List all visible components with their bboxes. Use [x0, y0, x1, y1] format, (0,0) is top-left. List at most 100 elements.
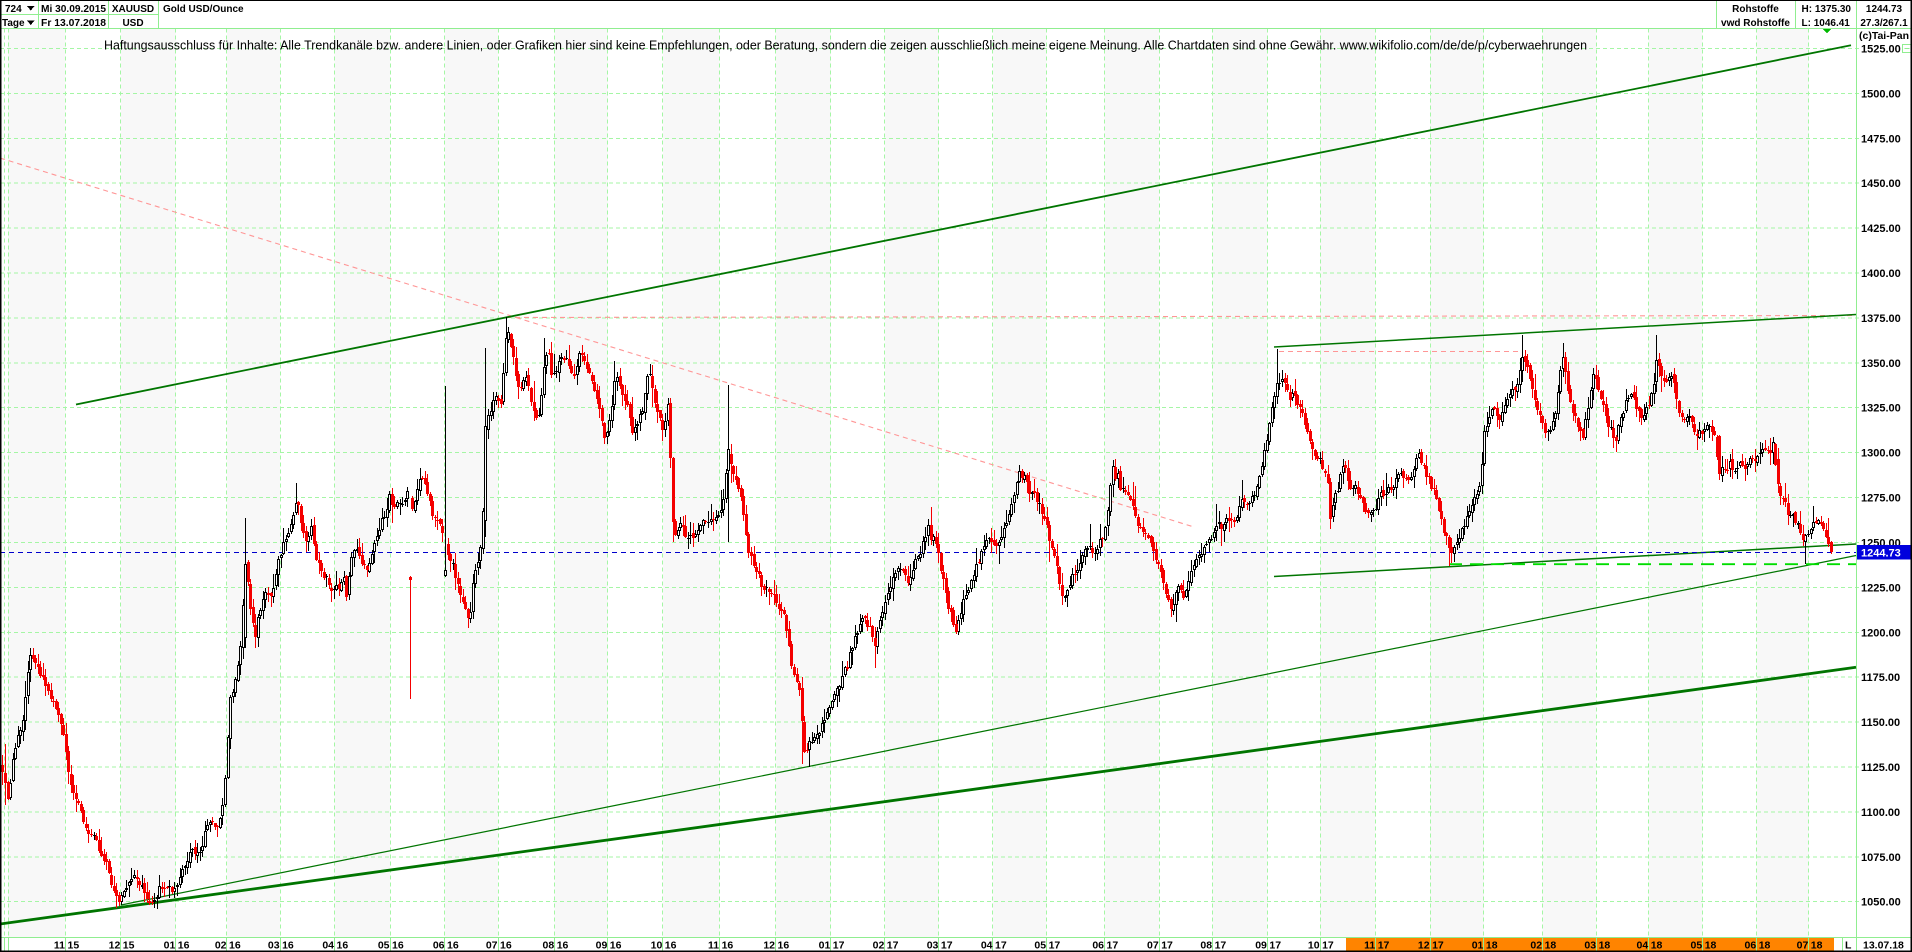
- svg-text:L: 1046.41: L: 1046.41: [1802, 18, 1851, 29]
- svg-text:1375.00: 1375.00: [1861, 313, 1901, 325]
- svg-text:01: 01: [164, 940, 176, 952]
- svg-text:(c)Tai-Pan: (c)Tai-Pan: [1859, 30, 1909, 42]
- svg-text:09: 09: [596, 940, 608, 952]
- svg-text:17: 17: [1215, 940, 1227, 952]
- svg-text:06: 06: [1092, 940, 1104, 952]
- svg-text:USD: USD: [122, 18, 143, 29]
- svg-text:03: 03: [268, 940, 280, 952]
- svg-text:01: 01: [819, 940, 831, 952]
- svg-text:04: 04: [322, 940, 334, 952]
- svg-text:1050.00: 1050.00: [1861, 897, 1901, 909]
- svg-text:06: 06: [433, 940, 445, 952]
- svg-text:05: 05: [378, 940, 390, 952]
- svg-text:16: 16: [610, 940, 622, 952]
- svg-text:Mi 30.09.2015: Mi 30.09.2015: [41, 4, 106, 15]
- svg-text:18: 18: [1651, 940, 1663, 952]
- svg-text:11: 11: [1364, 940, 1375, 952]
- svg-text:Fr 13.07.2018: Fr 13.07.2018: [41, 18, 106, 29]
- svg-text:12: 12: [763, 940, 775, 952]
- svg-text:06: 06: [1745, 940, 1757, 952]
- svg-text:Haftungsausschluss für Inhalte: Haftungsausschluss für Inhalte: Alle Tre…: [104, 38, 1587, 53]
- svg-text:1244.73: 1244.73: [1866, 4, 1903, 15]
- svg-text:18: 18: [1545, 940, 1557, 952]
- svg-text:08: 08: [543, 940, 555, 952]
- svg-text:10: 10: [651, 940, 663, 952]
- svg-text:17: 17: [1322, 940, 1334, 952]
- svg-text:16: 16: [447, 940, 459, 952]
- svg-text:02: 02: [215, 940, 227, 952]
- svg-text:17: 17: [1432, 940, 1444, 952]
- svg-text:16: 16: [337, 940, 349, 952]
- svg-text:01: 01: [1472, 940, 1484, 952]
- svg-text:05: 05: [1691, 940, 1703, 952]
- svg-text:H: 1375.30: H: 1375.30: [1802, 4, 1852, 15]
- svg-text:1244.73: 1244.73: [1861, 548, 1901, 560]
- svg-text:Rohstoffe: Rohstoffe: [1732, 4, 1779, 15]
- svg-text:16: 16: [178, 940, 190, 952]
- svg-text:1400.00: 1400.00: [1861, 268, 1901, 280]
- svg-text:17: 17: [1269, 940, 1281, 952]
- svg-text:02: 02: [1530, 940, 1542, 952]
- svg-text:09: 09: [1255, 940, 1267, 952]
- svg-text:18: 18: [1759, 940, 1771, 952]
- svg-text:1325.00: 1325.00: [1861, 403, 1901, 415]
- svg-text:16: 16: [500, 940, 512, 952]
- svg-text:17: 17: [1161, 940, 1173, 952]
- svg-text:1300.00: 1300.00: [1861, 448, 1901, 460]
- svg-text:1500.00: 1500.00: [1861, 88, 1901, 100]
- svg-text:03: 03: [927, 940, 939, 952]
- svg-text:Gold USD/Ounce: Gold USD/Ounce: [163, 4, 244, 15]
- svg-text:Tage: Tage: [2, 18, 25, 29]
- svg-text:XAUUSD: XAUUSD: [112, 4, 154, 15]
- svg-text:1275.00: 1275.00: [1861, 493, 1901, 505]
- svg-text:1100.00: 1100.00: [1861, 807, 1900, 819]
- svg-text:16: 16: [778, 940, 790, 952]
- svg-text:17: 17: [941, 940, 953, 952]
- svg-text:16: 16: [722, 940, 734, 952]
- svg-text:16: 16: [229, 940, 241, 952]
- svg-text:18: 18: [1811, 940, 1823, 952]
- svg-text:17: 17: [1378, 940, 1390, 952]
- svg-text:1125.00: 1125.00: [1861, 762, 1900, 774]
- svg-text:17: 17: [995, 940, 1007, 952]
- svg-text:18: 18: [1486, 940, 1498, 952]
- svg-text:16: 16: [557, 940, 569, 952]
- svg-text:02: 02: [873, 940, 885, 952]
- svg-text:17: 17: [1107, 940, 1119, 952]
- svg-text:05: 05: [1034, 940, 1046, 952]
- svg-text:04: 04: [981, 940, 993, 952]
- svg-text:18: 18: [1599, 940, 1611, 952]
- svg-text:1350.00: 1350.00: [1861, 358, 1901, 370]
- svg-text:03: 03: [1584, 940, 1596, 952]
- svg-text:27.3/267.1: 27.3/267.1: [1860, 18, 1908, 29]
- svg-text:16: 16: [665, 940, 677, 952]
- svg-text:07: 07: [1797, 940, 1809, 952]
- svg-text:1450.00: 1450.00: [1861, 178, 1901, 190]
- svg-text:13.07.18: 13.07.18: [1863, 940, 1904, 952]
- svg-text:1475.00: 1475.00: [1861, 133, 1901, 145]
- svg-text:1075.00: 1075.00: [1861, 852, 1901, 864]
- svg-text:17: 17: [1049, 940, 1061, 952]
- svg-text:1225.00: 1225.00: [1861, 582, 1901, 594]
- svg-text:04: 04: [1637, 940, 1649, 952]
- svg-text:11: 11: [54, 940, 65, 952]
- svg-text:1175.00: 1175.00: [1861, 672, 1900, 684]
- svg-text:10: 10: [1308, 940, 1320, 952]
- svg-text:12: 12: [109, 940, 121, 952]
- svg-text:vwd Rohstoffe: vwd Rohstoffe: [1721, 18, 1790, 29]
- svg-text:16: 16: [282, 940, 294, 952]
- svg-text:1525.00: 1525.00: [1861, 44, 1901, 56]
- svg-text:17: 17: [833, 940, 845, 952]
- svg-text:1150.00: 1150.00: [1861, 717, 1900, 729]
- svg-text:1200.00: 1200.00: [1861, 627, 1901, 639]
- svg-text:07: 07: [1147, 940, 1159, 952]
- svg-text:12: 12: [1418, 940, 1430, 952]
- svg-text:11: 11: [708, 940, 719, 952]
- svg-text:18: 18: [1705, 940, 1717, 952]
- svg-text:17: 17: [887, 940, 899, 952]
- svg-text:L: L: [1845, 940, 1852, 952]
- svg-text:724: 724: [5, 4, 22, 15]
- svg-text:15: 15: [68, 940, 80, 952]
- svg-text:16: 16: [392, 940, 404, 952]
- svg-text:15: 15: [123, 940, 135, 952]
